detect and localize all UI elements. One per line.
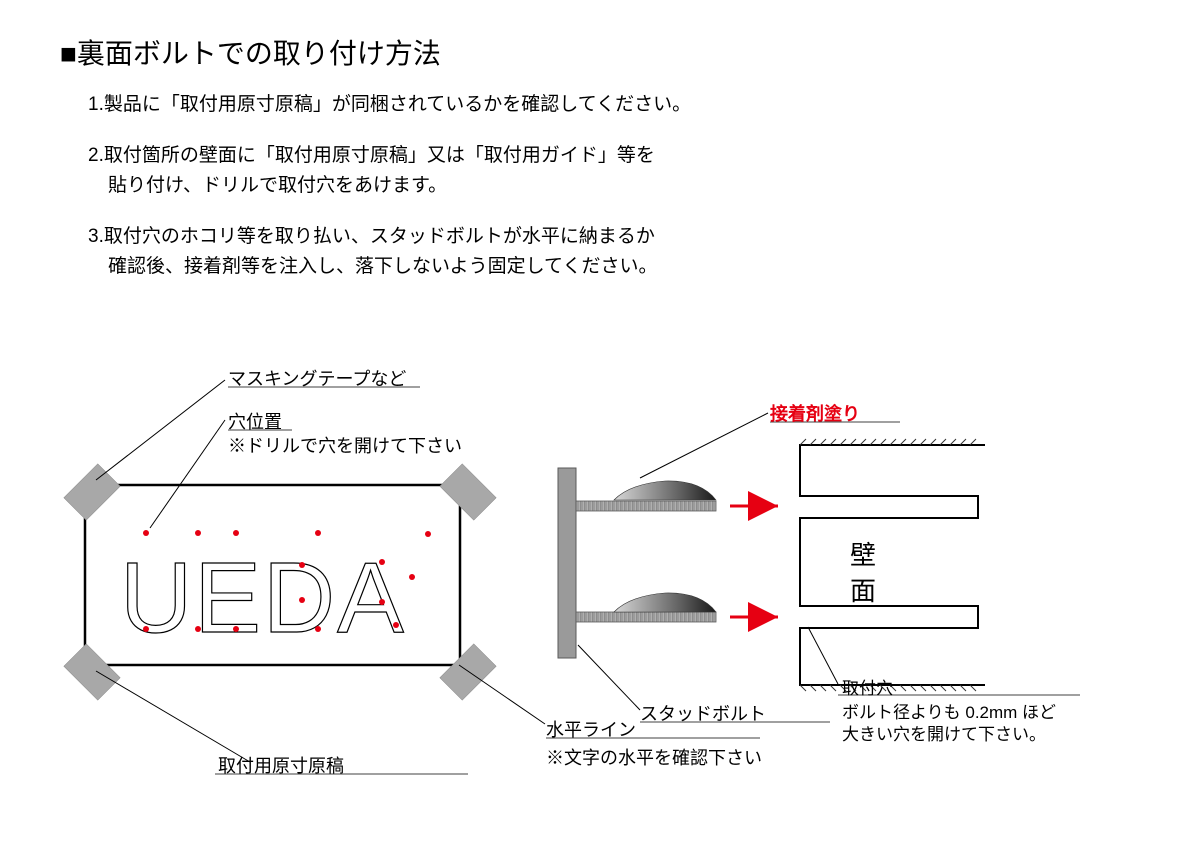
- label-drill-note: ※ドリルで穴を開けて下さい: [228, 432, 462, 458]
- label-horizon-note: ※文字の水平を確認下さい: [546, 744, 762, 770]
- svg-text:面: 面: [850, 576, 876, 606]
- label-hole-position: 穴位置: [228, 408, 282, 434]
- label-mount-note-2: 大きい穴を開けて下さい。: [842, 720, 1046, 745]
- label-horizon-line: 水平ライン: [546, 716, 636, 742]
- label-mount-hole: 取付穴: [842, 674, 893, 699]
- label-stud-bolt: スタッドボルト: [640, 700, 766, 726]
- label-template: 取付用原寸原稿: [218, 752, 344, 778]
- label-adhesive: 接着剤塗り: [770, 400, 860, 426]
- svg-text:壁: 壁: [850, 540, 876, 570]
- label-masking-tape: マスキングテープなど: [228, 365, 406, 391]
- svg-text:UEDA: UEDA: [120, 542, 406, 654]
